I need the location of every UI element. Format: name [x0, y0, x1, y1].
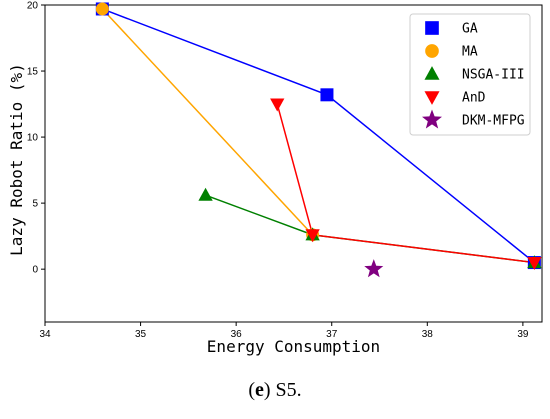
x-tick-label: 38: [422, 329, 434, 340]
legend-marker-nsga-iii: [424, 66, 440, 80]
legend-label-nsga-iii: NSGA-III: [462, 68, 525, 83]
x-tick-label: 36: [231, 329, 243, 340]
series-line-nsga-iii: [205, 194, 535, 264]
data-point-and: [270, 98, 285, 112]
legend-label-and: AnD: [462, 91, 486, 106]
legend-marker-ma: [425, 44, 439, 58]
data-point-and: [527, 257, 542, 271]
data-point-ga: [320, 88, 334, 102]
data-point-nsga-iii: [198, 187, 213, 201]
legend-label-ma: MA: [462, 45, 478, 60]
caption-label-close: ): [264, 379, 276, 401]
legend-box: [409, 13, 531, 136]
y-tick-label: 5: [32, 199, 38, 210]
data-point-and: [305, 229, 320, 243]
y-tick-label: 0: [32, 265, 38, 276]
plot-area-frame: [44, 4, 543, 323]
y-tick-label: 20: [27, 1, 39, 12]
y-tick-label: 10: [27, 133, 39, 144]
x-tick-label: 37: [326, 329, 338, 340]
y-tick-label: 15: [27, 67, 39, 78]
x-tick-label: 39: [517, 329, 529, 340]
legend-label-ga: GA: [462, 22, 478, 37]
series-line-ma: [101, 8, 314, 236]
caption-text: S5.: [276, 379, 302, 401]
legend-marker-dkm-mfpg: [422, 109, 442, 129]
caption-label: (: [248, 379, 255, 401]
x-tick-label: 34: [39, 329, 51, 340]
data-point-ma: [95, 2, 109, 16]
legend-label-dkm-mfpg: DKM-MFPG: [462, 114, 525, 129]
data-point-dkm-mfpg: [364, 259, 384, 278]
x-tick-label: 35: [135, 329, 147, 340]
figure-caption: (e) S5.: [248, 379, 301, 401]
legend-marker-ga: [425, 21, 439, 35]
x-axis-title: Energy Consumption: [207, 337, 380, 356]
legend-marker-and: [424, 91, 440, 105]
y-axis-title: Lazy Robot Ratio (%): [7, 63, 26, 256]
caption-label-letter: e: [255, 379, 264, 401]
